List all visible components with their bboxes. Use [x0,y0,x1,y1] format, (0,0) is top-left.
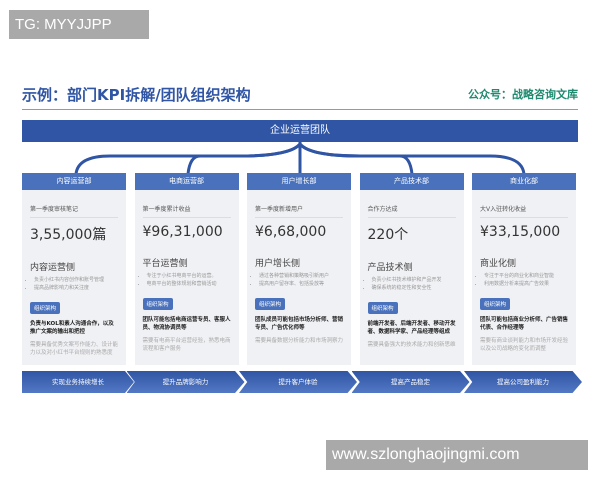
skills-text: 需要有商业谈判能力和市场开发经验以及公司战略的变化而调整 [480,338,569,352]
goal-arrow: 提高公司盈利能力 [464,371,582,393]
department-name: 用户增长部 [247,173,351,190]
skills-text: 需要具备优秀文案写作能力、设计能力以及对小红书平台规则的熟悉度 [30,342,119,356]
department-name: 电商运营部 [134,173,239,190]
bullet-list: 负责小红书内容创作和账号管理提高品牌影响力和关注度 [34,276,118,292]
kpi-label: 第一季度审核笔记 [30,204,118,218]
bullet: 通过各种营销和策略吸引新用户 [259,272,343,280]
department-card: 内容运营部 第一季度审核笔记 3,55,000篇 内容运营侧 负责小红书内容创作… [22,173,126,365]
bullet-list: 负责小红书技术维护和产品开发确保系统的稳定性和安全性 [372,276,456,292]
side-title: 产品技术侧 [367,263,413,273]
watermark-bottom: www.szlonghaojingmi.com [326,440,588,470]
department-card: 电商运营部 第一季度累计收益 ¥96,31,000 平台运营侧 专注于小红书电商… [134,173,239,365]
department-card: 产品技术部 合作方达成 220个 产品技术侧 负责小红书技术维护和产品开发确保系… [359,173,464,365]
department-name: 内容运营部 [22,173,126,190]
bullet-list: 专注于平台的商业化和商业智能利用数据分析来提高广告效果 [484,272,568,288]
org-tag: 组织架构 [255,298,286,310]
org-tag: 组织架构 [367,302,398,314]
bullet: 负责小红书内容创作和账号管理 [34,276,118,284]
bullet: 提高品牌影响力和关注度 [34,284,118,292]
bullet: 专注于平台的商业化和商业智能 [484,272,568,280]
kpi-label: 第一季度新增用户 [255,204,343,218]
kpi-value: ¥33,15,000 [480,224,561,240]
skills-text: 需要具备强大的技术能力和创新思维 [367,342,456,348]
team-text: 前端开发者、后端开发者、移动开发者、数据科学家、产品经理等组成 [367,321,456,335]
top-unit: 企业运营团队 [22,120,578,142]
kpi-value: ¥6,68,000 [255,224,327,240]
goal-arrow: 实现业务持续增长 [22,371,134,393]
department-card: 用户增长部 第一季度新增用户 ¥6,68,000 用户增长侧 通过各种营销和策略… [247,173,351,365]
goal-arrow: 提高产品稳定 [351,371,470,393]
bullet: 提高用户留存率、包括投放等 [259,280,343,288]
kpi-value: 3,55,000篇 [30,227,107,243]
bullet: 专注于小红书电商平台的运营。 [147,272,231,280]
account-label: 公众号：战略咨询文库 [468,88,578,101]
goal-arrow: 提升客户体验 [239,371,357,393]
bullet-list: 通过各种营销和策略吸引新用户提高用户留存率、包括投放等 [259,272,343,288]
skills-text: 需要具备数据分析能力和市场洞察力 [255,338,344,344]
watermark-top: TG: MYYJJPP [9,10,149,39]
kpi-label: 大V入驻转化收益 [480,204,568,218]
org-tag: 组织架构 [30,302,61,314]
side-title: 内容运营侧 [30,263,76,273]
skills-text: 需要有电商平台运营经验，熟悉电商流程和客户服务 [142,338,231,352]
kpi-value: ¥96,31,000 [142,224,223,240]
team-text: 团队可能包括商业分析师、广告销售代表、合作经理等 [480,317,569,331]
bullet-list: 专注于小红书电商平台的运营。电商平台的整体规划和营销活动 [147,272,231,288]
org-connectors [74,142,526,175]
bullet: 电商平台的整体规划和营销活动 [147,280,231,288]
bullet: 确保系统的稳定性和安全性 [372,284,456,292]
goal-arrow: 提升品牌影响力 [126,371,245,393]
side-title: 平台运营侧 [142,259,188,269]
bullet: 利用数据分析来提高广告效果 [484,280,568,288]
department-card: 商业化部 大V入驻转化收益 ¥33,15,000 商业化侧 专注于平台的商业化和… [472,173,576,365]
kpi-label: 合作方达成 [367,204,456,218]
side-title: 用户增长侧 [255,259,301,269]
page-title: 示例：部门KPI拆解/团队组织架构 [22,86,251,104]
bullet: 负责小红书技术维护和产品开发 [372,276,456,284]
kpi-value: 220个 [367,227,409,243]
side-title: 商业化侧 [480,259,517,269]
team-text: 团队可能包括电商运营专员、客服人员、物流协调员等 [142,317,231,331]
department-name: 商业化部 [472,173,576,190]
org-tag: 组织架构 [142,298,173,310]
kpi-label: 第一季度累计收益 [142,204,231,218]
team-text: 团队成员可能包括市场分析师、营销专员、广告优化师等 [255,317,344,331]
divider [22,109,578,110]
department-name: 产品技术部 [359,173,464,190]
team-text: 负责与KOL和素人沟通合作，以及推广文案的输出和把控 [30,321,114,335]
org-tag: 组织架构 [480,298,511,310]
